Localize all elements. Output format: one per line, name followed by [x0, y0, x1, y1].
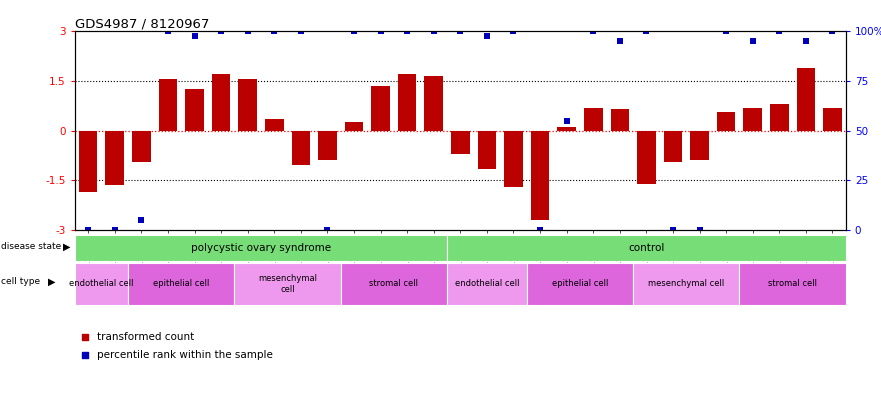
- Bar: [447, 263, 527, 305]
- Bar: [796, 68, 815, 130]
- Point: [454, 28, 468, 35]
- Bar: [292, 130, 310, 165]
- Text: mesenchymal cell: mesenchymal cell: [648, 279, 724, 288]
- Bar: [341, 263, 447, 305]
- Point: [825, 28, 840, 35]
- Point: [613, 38, 627, 44]
- Text: endothelial cell: endothelial cell: [455, 279, 519, 288]
- Bar: [159, 79, 177, 130]
- Bar: [504, 130, 522, 187]
- Bar: [128, 263, 234, 305]
- Point: [293, 28, 307, 35]
- Bar: [398, 74, 417, 130]
- Point: [692, 227, 707, 233]
- Point: [586, 28, 600, 35]
- Point: [426, 28, 440, 35]
- Point: [107, 227, 122, 233]
- Bar: [75, 263, 128, 305]
- Bar: [451, 130, 470, 154]
- Text: transformed count: transformed count: [97, 332, 194, 342]
- Text: stromal cell: stromal cell: [768, 279, 817, 288]
- Point: [214, 28, 228, 35]
- Text: mesenchymal
cell: mesenchymal cell: [258, 274, 317, 294]
- Text: GDS4987 / 8120967: GDS4987 / 8120967: [75, 17, 210, 30]
- Point: [480, 33, 494, 40]
- Bar: [211, 74, 231, 130]
- Bar: [633, 263, 739, 305]
- Point: [374, 28, 388, 35]
- Point: [321, 227, 335, 233]
- Bar: [234, 263, 341, 305]
- Text: ▶: ▶: [63, 242, 71, 252]
- Point: [559, 118, 574, 124]
- Bar: [478, 130, 496, 169]
- Point: [640, 28, 654, 35]
- Bar: [663, 130, 682, 162]
- Text: ▶: ▶: [48, 277, 56, 287]
- Text: endothelial cell: endothelial cell: [70, 279, 134, 288]
- Bar: [265, 119, 284, 130]
- Bar: [717, 112, 736, 130]
- Point: [719, 28, 733, 35]
- Point: [773, 28, 787, 35]
- Bar: [447, 235, 846, 261]
- Point: [799, 38, 813, 44]
- Point: [78, 334, 92, 340]
- Text: epithelial cell: epithelial cell: [552, 279, 608, 288]
- Bar: [106, 130, 124, 185]
- Bar: [770, 104, 788, 130]
- Bar: [371, 86, 390, 130]
- Bar: [690, 130, 709, 160]
- Point: [78, 352, 92, 358]
- Bar: [744, 108, 762, 130]
- Text: disease state: disease state: [1, 242, 61, 251]
- Bar: [739, 263, 846, 305]
- Bar: [527, 263, 633, 305]
- Point: [188, 33, 202, 40]
- Point: [134, 217, 148, 223]
- Text: cell type: cell type: [1, 277, 40, 286]
- Bar: [425, 76, 443, 130]
- Point: [81, 227, 95, 233]
- Bar: [584, 108, 603, 130]
- Point: [400, 28, 414, 35]
- Bar: [823, 108, 841, 130]
- Point: [745, 38, 759, 44]
- Bar: [75, 235, 447, 261]
- Point: [507, 28, 521, 35]
- Text: stromal cell: stromal cell: [369, 279, 418, 288]
- Point: [533, 227, 547, 233]
- Bar: [611, 109, 629, 130]
- Text: epithelial cell: epithelial cell: [153, 279, 210, 288]
- Bar: [185, 89, 204, 130]
- Bar: [132, 130, 151, 162]
- Point: [267, 28, 281, 35]
- Point: [666, 227, 680, 233]
- Point: [347, 28, 361, 35]
- Bar: [558, 127, 576, 130]
- Text: control: control: [628, 243, 664, 253]
- Point: [241, 28, 255, 35]
- Bar: [530, 130, 550, 220]
- Bar: [318, 130, 337, 160]
- Bar: [79, 130, 98, 192]
- Point: [161, 28, 175, 35]
- Text: percentile rank within the sample: percentile rank within the sample: [97, 350, 273, 360]
- Text: polycystic ovary syndrome: polycystic ovary syndrome: [191, 243, 331, 253]
- Bar: [637, 130, 655, 184]
- Bar: [239, 79, 257, 130]
- Bar: [344, 122, 363, 130]
